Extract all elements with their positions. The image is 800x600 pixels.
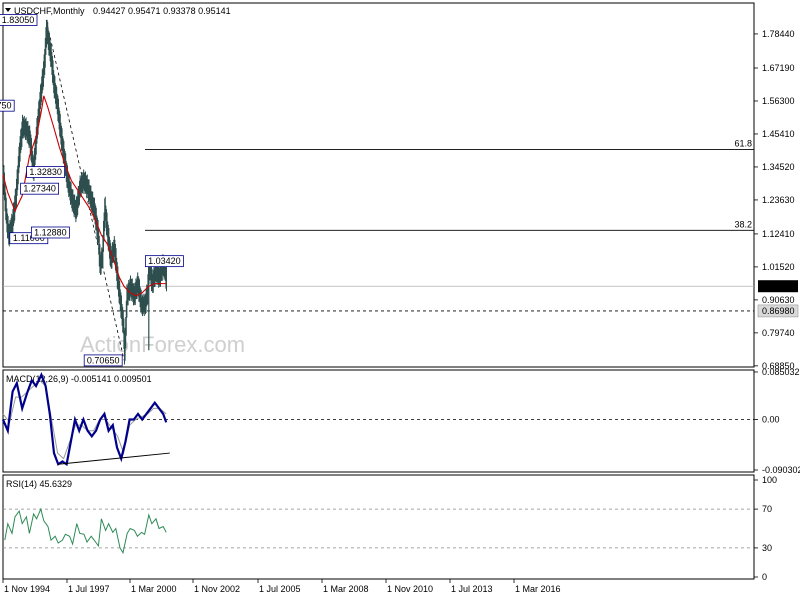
- price-y-tick-label: 1.78440: [762, 29, 795, 39]
- price-annotation-box: [144, 255, 184, 268]
- rsi-y-tick-label: 70: [762, 504, 772, 514]
- macd-title: MACD(12,26,9) -0.005141 0.009501: [6, 374, 152, 384]
- axis-layer: 1.78440 1.67190 1.56300 1.45410 1.34520 1.236…: [2, 29, 800, 594]
- macd-line: [1, 372, 168, 467]
- x-axis-tick-label: 1 Mar 2008: [323, 584, 369, 594]
- price-layer: 61.8 38.2 1.83050 1.54750 1.27340 1.11000 1.32…: [0, 14, 754, 367]
- price-annotation-box: [30, 226, 70, 239]
- price-panel-frame: [2, 2, 755, 368]
- rsi-y-tick-label: 100: [762, 475, 777, 485]
- price-y-tick-label: 0.90630: [762, 295, 795, 305]
- price-annotation-box: [26, 166, 66, 178]
- price-y-tick-label: 1.23630: [762, 195, 795, 205]
- rsi-panel-frame: [2, 474, 755, 580]
- price-annotation-box: [0, 99, 15, 112]
- price-annotation-label: 1.27340: [23, 184, 56, 194]
- rsi-y-tick-label: 30: [762, 543, 772, 553]
- price-annotation-label: 1.11000: [13, 233, 45, 243]
- symbol-title: USDCHF,Monthly: [14, 6, 85, 16]
- macd-y-tick-label: 0.085032: [762, 367, 800, 377]
- support-price-tag: [757, 304, 799, 318]
- price-y-tick-label: 1.12410: [762, 229, 795, 239]
- rsi-layer: RSI(14) 45.6329: [3, 479, 754, 555]
- fib-level-label: 38.2: [734, 219, 752, 229]
- x-axis-tick-label: 1 Mar 2000: [131, 584, 177, 594]
- price-annotation-label: 1.03420: [148, 256, 181, 266]
- macd-trend-line: [58, 452, 170, 465]
- x-axis-tick-label: 1 Nov 2002: [194, 584, 240, 594]
- x-axis-tick-label: 1 Nov 2010: [387, 584, 433, 594]
- price-annotation-label: 1.83050: [2, 15, 35, 25]
- x-axis-tick-label: 1 Nov 1994: [4, 584, 50, 594]
- price-annotation-box: [20, 182, 60, 195]
- macd-y-tick-label: 0.00: [762, 415, 780, 425]
- rsi-title: RSI(14) 45.6329: [6, 479, 72, 489]
- macd-signal-line: [2, 379, 167, 460]
- moving-average-line: [2, 95, 167, 297]
- rsi-y-tick-label: 0: [762, 572, 767, 582]
- price-y-tick-label: 1.56300: [762, 96, 795, 106]
- price-annotation-box: [83, 354, 123, 367]
- x-axis-tick-label: 1 Mar 2016: [515, 584, 561, 594]
- price-y-tick-label: 0.79740: [762, 328, 795, 338]
- rsi-line: [4, 507, 167, 555]
- x-axis-tick-label: 1 Jul 2005: [259, 584, 301, 594]
- price-y-tick-label: 1.67190: [762, 63, 795, 73]
- price-annotation-label: 1.12880: [34, 227, 67, 237]
- current-price-tag: [758, 280, 798, 293]
- price-annotation-box: [0, 14, 38, 26]
- x-axis-tick-label: 1 Jul 1997: [68, 584, 110, 594]
- dropdown-triangle-icon[interactable]: [5, 8, 11, 12]
- macd-y-tick-label: -0.090302: [762, 465, 800, 475]
- support-price-tag-label: 0.86980: [762, 306, 795, 316]
- x-axis-tick-label: 1 Jul 2013: [451, 584, 493, 594]
- price-annotation-label: 1.32830: [29, 167, 62, 177]
- macd-panel-frame: [2, 369, 755, 473]
- price-annotation-label: 1.54750: [0, 101, 11, 111]
- price-y-tick-label: 1.01520: [762, 262, 795, 272]
- price-y-tick-label: 1.34520: [762, 162, 795, 172]
- price-y-tick-label: 0.68850: [762, 361, 795, 371]
- ohlc-values: 0.94427 0.95471 0.93378 0.95141: [93, 6, 231, 16]
- current-price-tag-label: 0.95141: [762, 281, 795, 291]
- price-annotation-label: 0.70650: [87, 355, 120, 365]
- macd-layer: MACD(12,26,9) -0.005141 0.009501: [1, 372, 754, 467]
- fib-level-label: 61.8: [734, 138, 752, 148]
- watermark: ActionForex.com: [80, 332, 245, 357]
- price-y-tick-label: 1.45410: [762, 129, 795, 139]
